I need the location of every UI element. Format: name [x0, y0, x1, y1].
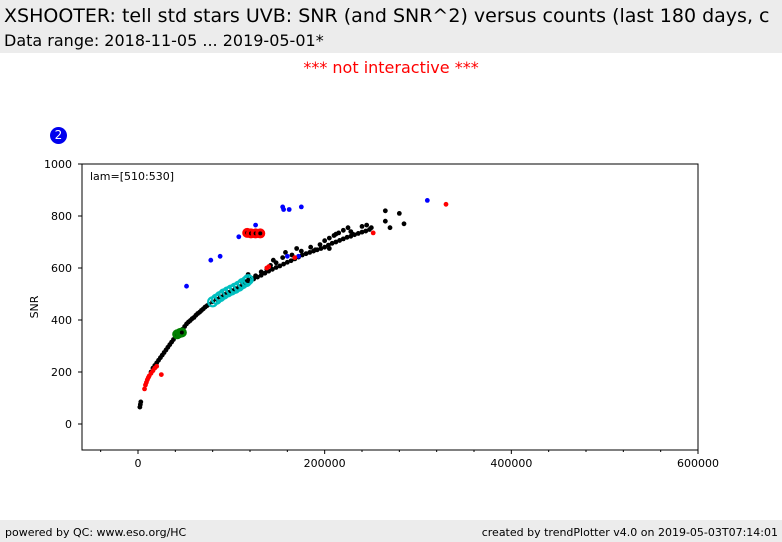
x-tick-label: 400000: [490, 457, 532, 470]
data-point-black: [273, 260, 279, 266]
data-point-black: [280, 255, 286, 260]
data-point-red: [142, 386, 147, 392]
x-tick-label: 0: [135, 457, 142, 470]
data-point-blue: [424, 198, 430, 203]
data-point-blue: [184, 283, 189, 289]
footer-created-by: created by trendPlotter v4.0 on 2019-05-…: [481, 526, 778, 539]
data-point-blue: [208, 257, 214, 263]
footer-powered-by: powered by QC: www.eso.org/HC: [5, 526, 187, 539]
data-point-black: [368, 225, 374, 231]
data-point-black: [273, 265, 279, 270]
data-point-black: [299, 252, 305, 258]
wavelength-annotation: lam=[510:530]: [90, 170, 174, 183]
ring-point-core: [246, 277, 251, 282]
data-point-black: [283, 250, 288, 255]
x-tick-label: 200000: [304, 457, 346, 470]
data-point-blue: [296, 253, 301, 259]
data-point-blue: [236, 234, 242, 240]
data-point-red: [158, 372, 164, 377]
data-point-black: [329, 240, 335, 246]
data-point-black: [253, 273, 258, 279]
data-point-black: [138, 399, 144, 405]
data-point-black: [317, 242, 323, 247]
y-tick-label: 0: [65, 418, 72, 431]
y-tick-label: 400: [51, 314, 72, 327]
y-axis-ticks: 0 200 400 600 800 1000: [44, 158, 82, 431]
data-point-black: [312, 247, 318, 253]
data-point-black: [333, 239, 339, 245]
y-tick-label: 1000: [44, 158, 72, 171]
data-point-black: [298, 248, 304, 254]
data-point-blue: [284, 253, 290, 259]
data-point-blue: [286, 207, 292, 212]
data-point-black: [307, 250, 313, 255]
data-range-subtitle: Data range: 2018-11-05 ... 2019-05-01*: [4, 31, 324, 50]
chart-title: XSHOOTER: tell std stars UVB: SNR (and S…: [4, 5, 770, 27]
data-point-red: [443, 201, 449, 207]
data-point-black: [340, 227, 346, 233]
data-point-black: [344, 234, 350, 240]
data-point-black: [294, 246, 300, 251]
data-point-red: [292, 255, 298, 260]
data-point-black: [387, 225, 393, 231]
data-point-black: [359, 224, 365, 229]
data-point-black: [303, 251, 309, 257]
data-point-black: [258, 269, 264, 275]
data-point-blue: [281, 207, 286, 212]
data-point-black: [355, 231, 361, 236]
data-point-blue: [217, 253, 223, 259]
footer-bar: powered by QC: www.eso.org/HC created by…: [0, 520, 782, 542]
data-point-black: [382, 218, 388, 224]
y-axis-label: SNR: [28, 295, 41, 318]
data-point-black: [382, 208, 388, 214]
data-point-black: [281, 261, 286, 267]
data-point-blue: [253, 222, 258, 228]
header-bar: XSHOOTER: tell std stars UVB: SNR (and S…: [0, 0, 782, 53]
x-axis-ticks: 0 200000 400000 600000: [100, 450, 719, 470]
data-point-black: [326, 246, 332, 251]
data-point-black: [308, 244, 314, 250]
data-point-black: [258, 272, 264, 278]
y-tick-label: 200: [51, 366, 72, 379]
data-point-black: [396, 211, 402, 216]
data-point-black: [359, 229, 365, 235]
data-point-black: [345, 225, 351, 231]
data-point-black: [348, 229, 354, 234]
data-point-black: [284, 259, 290, 265]
data-point-black: [333, 231, 339, 237]
data-point-black: [277, 263, 283, 269]
data-point-black: [364, 222, 370, 228]
ring-point-cyan: [240, 275, 252, 288]
data-point-black: [270, 266, 275, 272]
not-interactive-notice: *** not interactive ***: [303, 58, 479, 77]
data-points: [137, 198, 449, 410]
data-point-black: [326, 235, 332, 241]
y-tick-label: 600: [51, 262, 72, 275]
data-point-blue: [298, 204, 304, 210]
x-tick-label: 600000: [677, 457, 719, 470]
data-point-black: [363, 228, 369, 234]
data-point-red: [370, 230, 376, 236]
data-point-black: [337, 238, 342, 243]
highlight-point-core: [258, 231, 263, 236]
highlight-point-core: [179, 330, 184, 335]
data-point-black: [401, 221, 407, 227]
data-point-black: [288, 258, 294, 264]
data-point-black: [262, 270, 268, 276]
data-point-black: [322, 238, 328, 244]
plot-area-frame: [81, 163, 699, 451]
ring-point-cyan: [242, 274, 254, 286]
y-tick-label: 800: [51, 210, 72, 223]
plot-number-badge: 2: [50, 127, 67, 144]
data-point-black: [322, 244, 328, 250]
data-point-red: [154, 363, 160, 369]
data-point-black: [318, 246, 324, 251]
data-point-black: [340, 236, 346, 242]
data-point-red: [266, 264, 272, 270]
